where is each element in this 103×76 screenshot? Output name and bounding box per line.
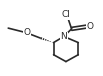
Text: O: O bbox=[23, 28, 30, 37]
Text: Cl: Cl bbox=[62, 10, 71, 19]
Text: N: N bbox=[60, 32, 67, 41]
Text: O: O bbox=[86, 22, 93, 31]
